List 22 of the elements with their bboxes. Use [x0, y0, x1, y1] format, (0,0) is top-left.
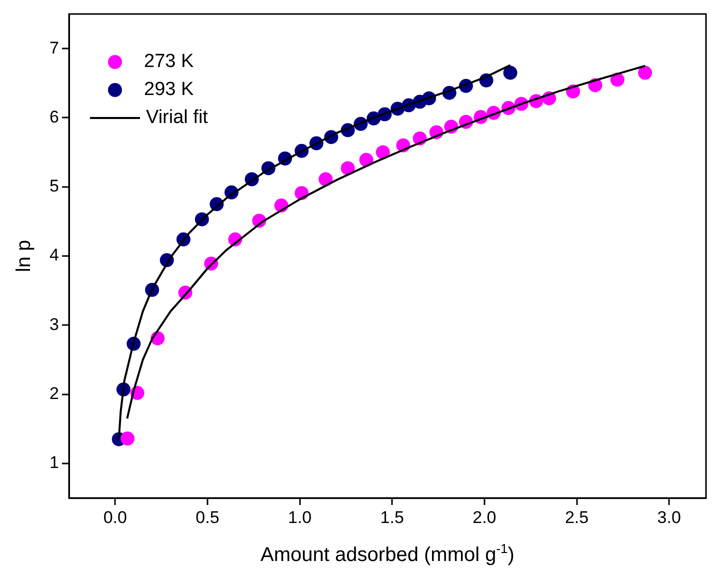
legend-label: 293 K [144, 78, 194, 102]
x-tick-label: 0.0 [103, 508, 127, 527]
point [120, 432, 135, 446]
y-tick-label: 5 [50, 176, 59, 196]
y-tick-label: 6 [50, 107, 59, 126]
legend-label: Virial fit [146, 106, 208, 130]
x-tick-label: 1.5 [380, 508, 404, 527]
y-tick-label: 2 [50, 384, 59, 403]
y-tick-label: 4 [50, 246, 59, 265]
x-tick-label: 3.0 [657, 508, 681, 527]
x-tick-label: 1.0 [288, 508, 312, 527]
legend-label: 273 K [144, 50, 194, 74]
y-tick-label: 1 [50, 453, 59, 472]
x-tick-label: 2.0 [472, 508, 496, 527]
point [340, 161, 355, 176]
x-tick-label: 0.5 [196, 508, 220, 527]
x-tick-label: 2.5 [564, 508, 589, 527]
point [503, 66, 518, 80]
y-tick-label: 7 [50, 38, 59, 58]
y-axis-title: ln p [13, 240, 35, 272]
y-tick-label: 3 [50, 314, 59, 334]
point [638, 66, 652, 80]
